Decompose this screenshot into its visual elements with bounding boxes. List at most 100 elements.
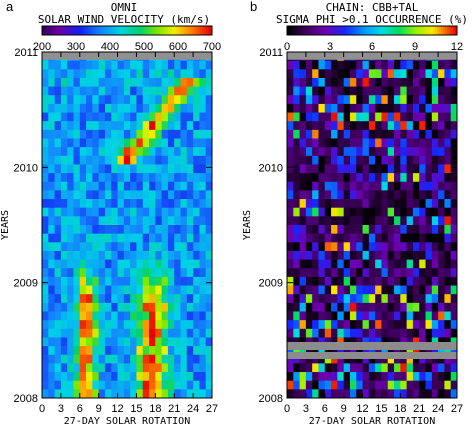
panel-b-cell	[356, 112, 363, 122]
panel-a-cell	[199, 372, 207, 382]
panel-a-cell	[42, 380, 49, 390]
panel-b-cell	[362, 363, 370, 373]
panel-b-cell	[431, 155, 439, 165]
panel-a-cell	[86, 285, 93, 295]
panel-a-cell	[123, 311, 131, 321]
panel-a-cell	[193, 190, 200, 200]
panel-b-cell	[425, 328, 433, 338]
panel-a-cell	[48, 311, 55, 321]
panel-a-cell	[199, 112, 207, 122]
panel-a-cell	[73, 311, 81, 321]
panel-a-cell	[149, 285, 156, 295]
panel-a-cell	[130, 216, 137, 226]
panel-a-cell	[199, 103, 207, 113]
panel-a-cell	[167, 389, 175, 399]
panel-a-cell	[136, 268, 144, 278]
panel-b-cell	[419, 354, 426, 364]
panel-a-cell	[174, 225, 181, 235]
panel-b-cell	[412, 216, 420, 226]
panel-b-cell	[343, 294, 351, 304]
panel-a-cell	[142, 103, 150, 113]
panel-a-cell	[42, 363, 49, 373]
panel-b-cell	[387, 86, 395, 96]
panel-a-cell	[104, 147, 112, 157]
panel-b-cell	[324, 233, 332, 243]
panel-a-cell	[186, 147, 194, 157]
panel-b-cell	[400, 190, 408, 200]
panel-b-cell	[337, 103, 345, 113]
panel-a-cell	[193, 302, 200, 312]
panel-a-cell	[48, 302, 55, 312]
panel-b-cell	[305, 216, 313, 226]
panel-b-cell	[400, 216, 408, 226]
panel-a-cell	[149, 276, 156, 286]
panel-b-cell	[444, 199, 452, 209]
panel-a-colorbar	[42, 26, 213, 35]
panel-b-cell	[438, 95, 445, 105]
panel-a-cell	[54, 225, 62, 235]
panel-a-cell	[79, 328, 87, 338]
panel-a-cell	[111, 164, 118, 174]
panel-a-cell	[123, 302, 131, 312]
panel-b-cell	[387, 328, 395, 338]
panel-a-cell	[111, 155, 118, 165]
panel-b-cell	[362, 216, 370, 226]
panel-b-cell	[368, 77, 376, 87]
panel-b-cell	[362, 233, 370, 243]
panel-b-cell	[412, 155, 420, 165]
panel-a-cell	[142, 129, 150, 139]
panel-a-cell	[167, 259, 175, 269]
panel-b-cell	[419, 328, 426, 338]
panel-a-cell	[136, 155, 144, 165]
panel-b-cell	[299, 389, 307, 399]
panel-a-cell	[79, 337, 87, 347]
panel-b-cell	[387, 199, 395, 209]
panel-b-cell	[375, 285, 382, 295]
panel-b-cell	[343, 320, 351, 330]
panel-b-cell	[343, 337, 351, 347]
panel-b-cell	[438, 380, 445, 390]
panel-b-cell	[419, 164, 426, 174]
panel-a-cell	[98, 233, 106, 243]
panel-b-cell	[324, 138, 332, 148]
panel-b-letter: b	[250, 0, 257, 14]
panel-b-cell	[305, 311, 313, 321]
panel-a-cell	[67, 103, 74, 113]
panel-b-cell	[431, 225, 439, 235]
panel-b-cell	[299, 181, 307, 191]
panel-b-cell	[343, 354, 351, 364]
panel-b-cell	[412, 363, 420, 373]
panel-b-cell	[419, 242, 426, 252]
panel-b-cell	[406, 328, 414, 338]
panel-b-cell	[362, 242, 370, 252]
panel-a-cell	[161, 242, 169, 252]
panel-b-cell	[387, 60, 395, 70]
panel-a-cell	[79, 95, 87, 105]
panel-a-cell	[142, 250, 150, 260]
panel-a-cell	[79, 86, 87, 96]
panel-a-cell	[54, 302, 62, 312]
panel-a-cell	[199, 225, 207, 235]
panel-a-cell	[98, 155, 106, 165]
panel-a-cell	[54, 207, 62, 217]
panel-b-cell	[387, 233, 395, 243]
panel-a-cell	[174, 354, 181, 364]
panel-b-cell	[450, 190, 458, 200]
panel-a-cell	[42, 173, 49, 183]
panel-a-cell	[193, 328, 200, 338]
panel-b-cell	[387, 164, 395, 174]
panel-b-cell	[375, 207, 382, 217]
panel-b-cell	[293, 346, 300, 356]
panel-a-cell	[142, 337, 150, 347]
panel-b-cell	[356, 250, 363, 260]
panel-b-cell	[438, 320, 445, 330]
panel-b-cell	[287, 155, 294, 165]
panel-b-cell	[349, 225, 357, 235]
panel-b-cell	[438, 147, 445, 157]
panel-b-cell	[337, 69, 345, 79]
panel-a-cell	[54, 60, 62, 70]
panel-b-cell	[406, 372, 414, 382]
panel-a-cell	[174, 181, 181, 191]
panel-a-cell	[92, 112, 100, 122]
panel-b-cell	[406, 363, 414, 373]
